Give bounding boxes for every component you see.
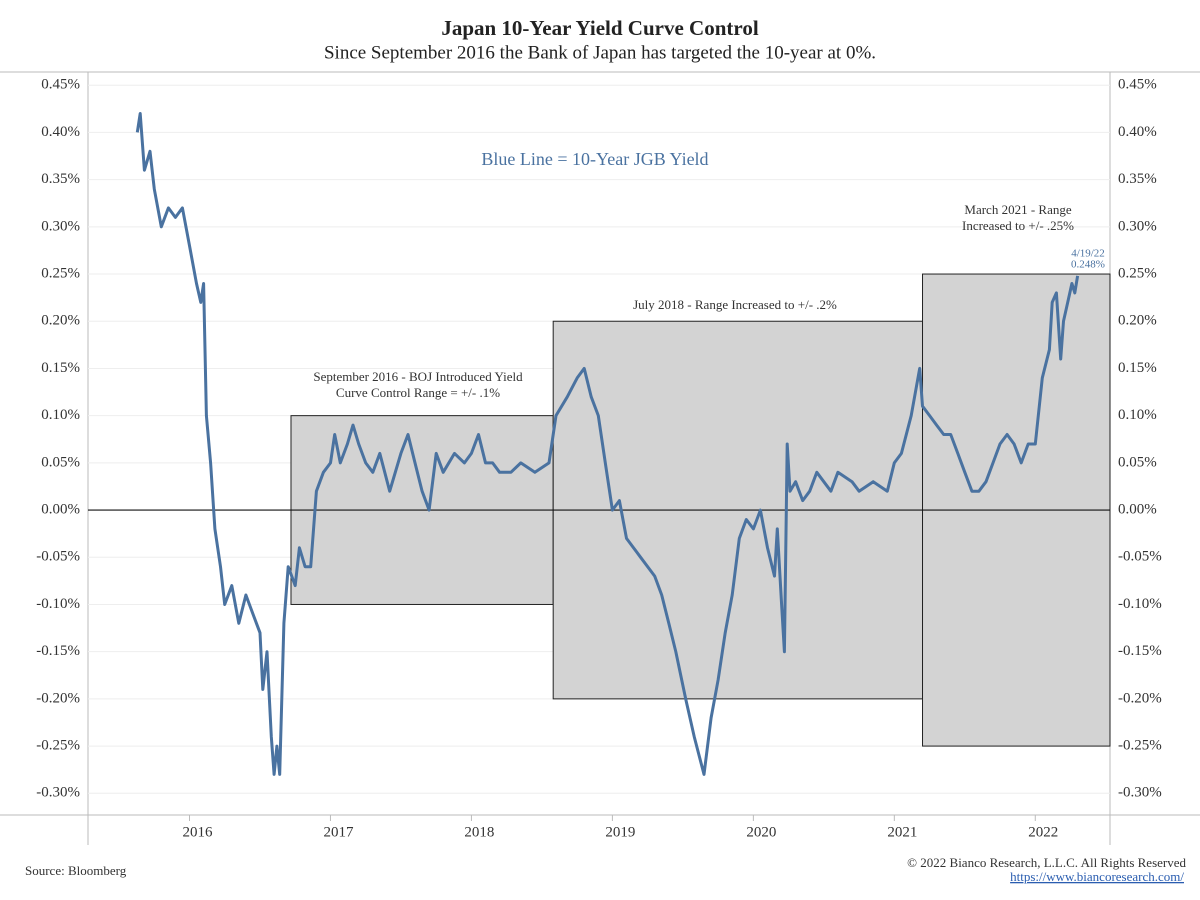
chart-title: Japan 10-Year Yield Curve Control [441,16,758,40]
y-tick-label: 0.20% [41,313,80,329]
x-tick-label: 2017 [323,824,354,840]
y-tick-label: -0.25% [36,738,80,754]
source: Source: Bloomberg [25,863,127,878]
last-value: 0.248% [1071,259,1105,271]
y2-tick-label: 0.20% [1118,313,1157,329]
y-tick-label: -0.10% [36,596,80,612]
y-tick-label: 0.35% [41,171,80,187]
chart-subtitle: Since September 2016 the Bank of Japan h… [324,42,876,63]
annotation: July 2018 - Range Increased to +/- .2% [633,297,837,312]
x-tick-label: 2018 [464,824,494,840]
y-tick-label: -0.05% [36,549,80,565]
x-tick-label: 2019 [605,824,635,840]
last-date: 4/19/22 [1071,248,1105,260]
y2-tick-label: 0.15% [1118,360,1157,376]
y2-tick-label: 0.00% [1118,501,1157,517]
y2-tick-label: 0.10% [1118,407,1157,423]
annotation: Increased to +/- .25% [962,218,1074,233]
y-tick-label: 0.40% [41,124,80,140]
x-tick-label: 2016 [182,824,213,840]
y-tick-label: 0.00% [41,501,80,517]
url-link[interactable]: https://www.biancoresearch.com/ [1010,869,1184,884]
y2-tick-label: -0.10% [1118,596,1162,612]
y-tick-label: 0.30% [41,218,80,234]
y-tick-label: 0.05% [41,454,80,470]
y-tick-label: 0.10% [41,407,80,423]
y-tick-label: -0.30% [36,785,80,801]
y2-tick-label: -0.25% [1118,738,1162,754]
x-tick-label: 2020 [746,824,776,840]
annotation: Curve Control Range = +/- .1% [336,385,500,400]
y2-tick-label: 0.30% [1118,218,1157,234]
y-tick-label: -0.15% [36,643,80,659]
y2-tick-label: -0.05% [1118,549,1162,565]
y2-tick-label: -0.15% [1118,643,1162,659]
legend-text: Blue Line = 10-Year JGB Yield [481,149,708,169]
y2-tick-label: 0.25% [1118,265,1157,281]
y2-tick-label: 0.35% [1118,171,1157,187]
y2-tick-label: 0.05% [1118,454,1157,470]
annotation: September 2016 - BOJ Introduced Yield [313,369,523,384]
copyright: © 2022 Bianco Research, L.L.C. All Right… [907,855,1186,870]
y2-tick-label: -0.30% [1118,785,1162,801]
y-tick-label: 0.15% [41,360,80,376]
y2-tick-label: -0.20% [1118,690,1162,706]
y-tick-label: -0.20% [36,690,80,706]
x-tick-label: 2021 [887,824,917,840]
y2-tick-label: 0.45% [1118,77,1157,93]
yield-line [135,112,1080,776]
y-tick-label: 0.45% [41,77,80,93]
x-tick-label: 2022 [1028,824,1058,840]
y2-tick-label: 0.40% [1118,124,1157,140]
annotation: March 2021 - Range [964,202,1071,217]
y-tick-label: 0.25% [41,265,80,281]
